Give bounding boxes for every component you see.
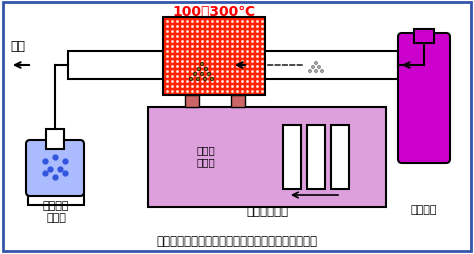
Circle shape bbox=[309, 70, 311, 73]
Text: 窒素ガス: 窒素ガス bbox=[411, 204, 437, 214]
Text: カールフィッシャー水分測定（水分気化法）の概要: カールフィッシャー水分測定（水分気化法）の概要 bbox=[156, 235, 318, 248]
Bar bbox=[163, 18, 265, 96]
Text: 水分気化装置: 水分気化装置 bbox=[246, 205, 288, 218]
Circle shape bbox=[203, 78, 207, 82]
Circle shape bbox=[200, 63, 204, 67]
Bar bbox=[28, 187, 84, 205]
Circle shape bbox=[318, 66, 320, 69]
Bar bbox=[185, 96, 199, 108]
Circle shape bbox=[210, 78, 214, 82]
Circle shape bbox=[200, 73, 204, 76]
Bar bbox=[331, 125, 349, 189]
Bar bbox=[283, 125, 301, 189]
Circle shape bbox=[189, 78, 193, 82]
Bar bbox=[231, 96, 245, 108]
Bar bbox=[414, 30, 434, 44]
Circle shape bbox=[315, 62, 318, 65]
Circle shape bbox=[197, 68, 201, 71]
Circle shape bbox=[315, 70, 318, 73]
Circle shape bbox=[196, 78, 200, 82]
Text: 乾燥筒
流量計: 乾燥筒 流量計 bbox=[197, 145, 215, 166]
Bar bbox=[148, 108, 386, 207]
Circle shape bbox=[311, 66, 315, 69]
Text: 100～300℃: 100～300℃ bbox=[173, 4, 255, 18]
FancyBboxPatch shape bbox=[26, 140, 84, 196]
Circle shape bbox=[207, 73, 211, 76]
Bar bbox=[46, 130, 64, 149]
Circle shape bbox=[193, 73, 197, 76]
Bar bbox=[307, 125, 325, 189]
Bar bbox=[68, 52, 398, 80]
Circle shape bbox=[204, 68, 208, 71]
Text: 排気: 排気 bbox=[10, 39, 26, 52]
FancyBboxPatch shape bbox=[398, 34, 450, 163]
Circle shape bbox=[320, 70, 323, 73]
Text: 電量滴定
水分計: 電量滴定 水分計 bbox=[43, 200, 69, 222]
